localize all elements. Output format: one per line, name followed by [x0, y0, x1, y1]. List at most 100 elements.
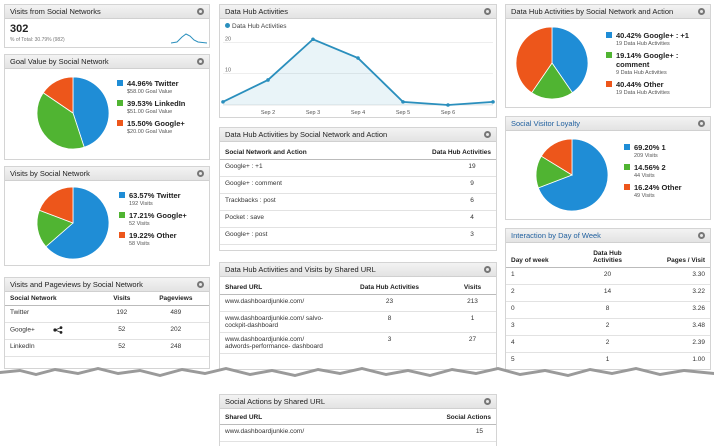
legend-item: 39.53% LinkedIn $51.00 Goal Value [117, 99, 185, 115]
column-header: Visits [100, 292, 143, 306]
day-cell: 0 [506, 301, 583, 319]
legend-name: Twitter [156, 191, 181, 200]
widget-header: Social Actions by Shared URL [220, 395, 496, 409]
legend-name: Other [156, 231, 177, 240]
pageviews-cell: 202 [142, 322, 209, 340]
legend-percent: 19.14% [616, 51, 642, 60]
widget-header: Interaction by Day of Week [506, 229, 710, 243]
sparkline-path [171, 33, 207, 44]
activities-cell: 20 [582, 267, 633, 285]
legend-name: Google+ [156, 211, 187, 220]
visits-cell: 213 [449, 294, 496, 312]
legend-percent: 40.42% [616, 31, 642, 40]
gear-icon[interactable] [698, 232, 705, 239]
table-row: 5 1 1.00 [506, 352, 710, 369]
interaction-table: Day of week Data Hub Activities Pages / … [506, 247, 710, 369]
column-header: Data Hub Activities [582, 247, 633, 268]
legend-text: 40.44% Other 19 Data Hub Activities [616, 80, 670, 96]
legend-swatch [606, 32, 612, 38]
legend-item: 14.56% 2 44 Visits [624, 163, 682, 179]
visits-by-network-widget: Visits by Social Network 63.57% Twitter 1… [4, 166, 210, 266]
value-cell: 19 [333, 159, 496, 177]
legend-swatch [624, 164, 630, 170]
table-row: 0 8 3.26 [506, 301, 710, 319]
gear-icon[interactable] [484, 398, 491, 405]
gear-icon[interactable] [484, 8, 491, 15]
day-cell: 4 [506, 335, 583, 353]
legend-subtext: 19 Data Hub Activities [616, 90, 670, 96]
legend-swatch [119, 192, 125, 198]
widget-header: Data Hub Activities by Social Network an… [220, 128, 496, 142]
chart-legend: Data Hub Activities [225, 23, 287, 30]
pie-legend: 44.96% Twitter $58.00 Goal Value 39.53% Li… [117, 79, 185, 139]
legend-primary: 44.96% Twitter [127, 79, 179, 88]
legend-item: 40.42% Google+ : +1 19 Data Hub Activitie… [606, 31, 710, 47]
legend-swatch [117, 80, 123, 86]
column-header: Shared URL [220, 411, 318, 425]
gear-icon[interactable] [197, 281, 204, 288]
hub-activities-widget: Data Hub Activities Data Hub Activities … [219, 4, 497, 118]
gear-icon[interactable] [197, 170, 204, 177]
table-row: Twitter 192 489 [5, 305, 209, 323]
legend-item: 19.22% Other 58 Visits [119, 231, 187, 247]
data-point [356, 56, 360, 60]
legend-text: 19.14% Google+ : comment 9 Data Hub Activ… [616, 51, 710, 76]
url-cell[interactable]: www.dashboardjunkie.com/ [220, 294, 330, 312]
social-actions-widget: Social Actions by Shared URL Shared URL … [219, 394, 497, 446]
legend-text: 44.96% Twitter $58.00 Goal Value [127, 79, 179, 95]
data-point [446, 103, 450, 107]
legend-subtext: 58 Visits [129, 241, 150, 247]
visits-widget: Visits from Social Networks 302 % of Tot… [4, 4, 210, 48]
legend-dot [225, 23, 230, 28]
legend-name: Google+ : +1 [643, 31, 689, 40]
value-cell: 9 [333, 176, 496, 194]
widget-header: Data Hub Activities and Visits by Shared… [220, 263, 496, 277]
url-cell[interactable]: www.dashboardjunkie.com/ adwords-perform… [220, 332, 330, 354]
legend-primary: 63.57% Twitter [129, 191, 181, 200]
visits-pie-chart [36, 186, 110, 260]
visits-cell: 52 [100, 322, 143, 340]
gear-icon[interactable] [484, 266, 491, 273]
pie-slice [537, 138, 609, 212]
column-header: Shared URL [220, 281, 330, 295]
x-tick-label: Sep 3 [306, 110, 320, 116]
legend-swatch [119, 232, 125, 238]
legend-text: 14.56% 2 44 Visits [634, 163, 666, 179]
goal-pie-chart [36, 76, 110, 150]
table-row: Google+ : +1 19 [220, 159, 496, 177]
legend-percent: 15.50% [127, 119, 153, 128]
widget-header: Visits and Pageviews by Social Network [5, 278, 209, 292]
x-tick-label: Sep 2 [261, 110, 275, 116]
legend-primary: 39.53% LinkedIn [127, 99, 185, 108]
url-cell[interactable]: www.dashboardjunkie.com/ [220, 424, 318, 442]
legend-name: 1 [661, 143, 666, 152]
pages-cell: 2.39 [632, 335, 710, 353]
legend-swatch [606, 81, 612, 87]
hub-network-table: Social Network and Action Data Hub Activ… [220, 146, 496, 245]
column-header: Social Network and Action [220, 146, 334, 160]
legend-text: 40.42% Google+ : +1 19 Data Hub Activitie… [616, 31, 689, 47]
widget-title: Visits and Pageviews by Social Network [10, 280, 143, 289]
gear-icon[interactable] [197, 8, 204, 15]
visits-subtitle: % of Total: 30.79% (982) [10, 37, 65, 43]
widget-header: Visits from Social Networks [5, 5, 209, 19]
gear-icon[interactable] [484, 131, 491, 138]
gear-icon[interactable] [698, 8, 705, 15]
table-row: 2 14 3.22 [506, 284, 710, 302]
legend-text: 17.21% Google+ 52 Visits [129, 211, 187, 227]
gear-icon[interactable] [698, 120, 705, 127]
legend-primary: 14.56% 2 [634, 163, 666, 172]
legend-primary: 19.22% Other [129, 231, 177, 240]
widget-title: Social Actions by Shared URL [225, 397, 326, 406]
network-cell: Twitter [5, 305, 101, 323]
visits-cell: 52 [100, 339, 143, 357]
hub-by-network-widget: Data Hub Activities by Social Network an… [219, 127, 497, 251]
legend-text: 69.20% 1 209 Visits [634, 143, 666, 159]
table-row: www.dashboardjunkie.com/ 15 [220, 424, 496, 442]
table-row: www.dashboardjunkie.com/ adwords-perform… [220, 332, 496, 354]
network-cell: LinkedIn [5, 339, 101, 357]
pie-slice [36, 92, 85, 150]
gear-icon[interactable] [197, 58, 204, 65]
social-actions-table: Shared URL Social Actions www.dashboardj… [220, 411, 496, 442]
url-cell[interactable]: www.dashboardjunkie.com/ salvo-cockpit-d… [220, 311, 330, 333]
